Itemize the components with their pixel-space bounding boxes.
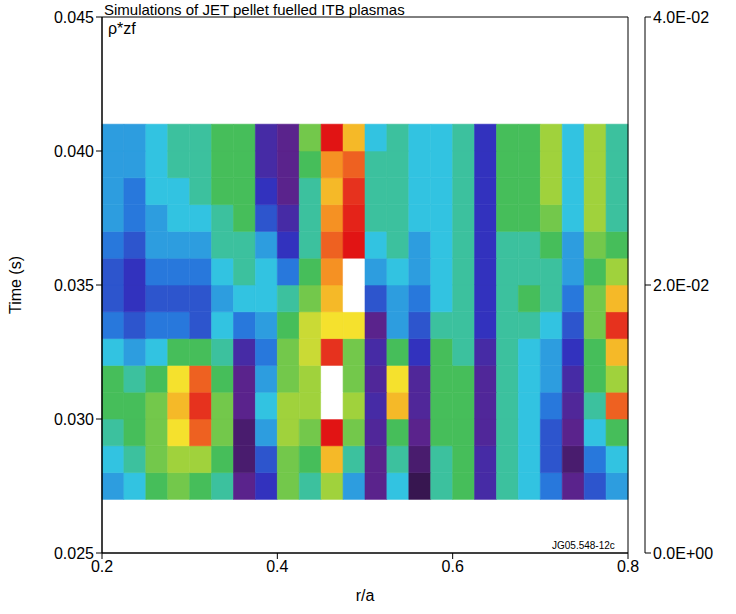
svg-text:0.8: 0.8 bbox=[617, 558, 639, 575]
svg-text:0.2: 0.2 bbox=[91, 558, 113, 575]
svg-text:0.4: 0.4 bbox=[266, 558, 288, 575]
svg-text:0.040: 0.040 bbox=[54, 143, 94, 160]
html-text:JG05.548-12c: JG05.548-12c bbox=[552, 540, 615, 551]
html-text:ρ*zf: ρ*zf bbox=[108, 20, 136, 37]
svg-text:4.0E-02: 4.0E-02 bbox=[653, 9, 709, 26]
html-text:Simulations of JET pellet fuel: Simulations of JET pellet fuelled ITB pl… bbox=[104, 1, 405, 18]
svg-text:0.0E+00: 0.0E+00 bbox=[653, 545, 713, 562]
svg-text:0.025: 0.025 bbox=[54, 545, 94, 562]
svg-text:0.030: 0.030 bbox=[54, 411, 94, 428]
svg-text:0.045: 0.045 bbox=[54, 9, 94, 26]
svg-text:2.0E-02: 2.0E-02 bbox=[653, 277, 709, 294]
svg-text:Time (s): Time (s) bbox=[7, 256, 24, 314]
svg-text:0.6: 0.6 bbox=[442, 558, 464, 575]
svg-text:r/a: r/a bbox=[356, 587, 375, 604]
svg-text:0.035: 0.035 bbox=[54, 277, 94, 294]
